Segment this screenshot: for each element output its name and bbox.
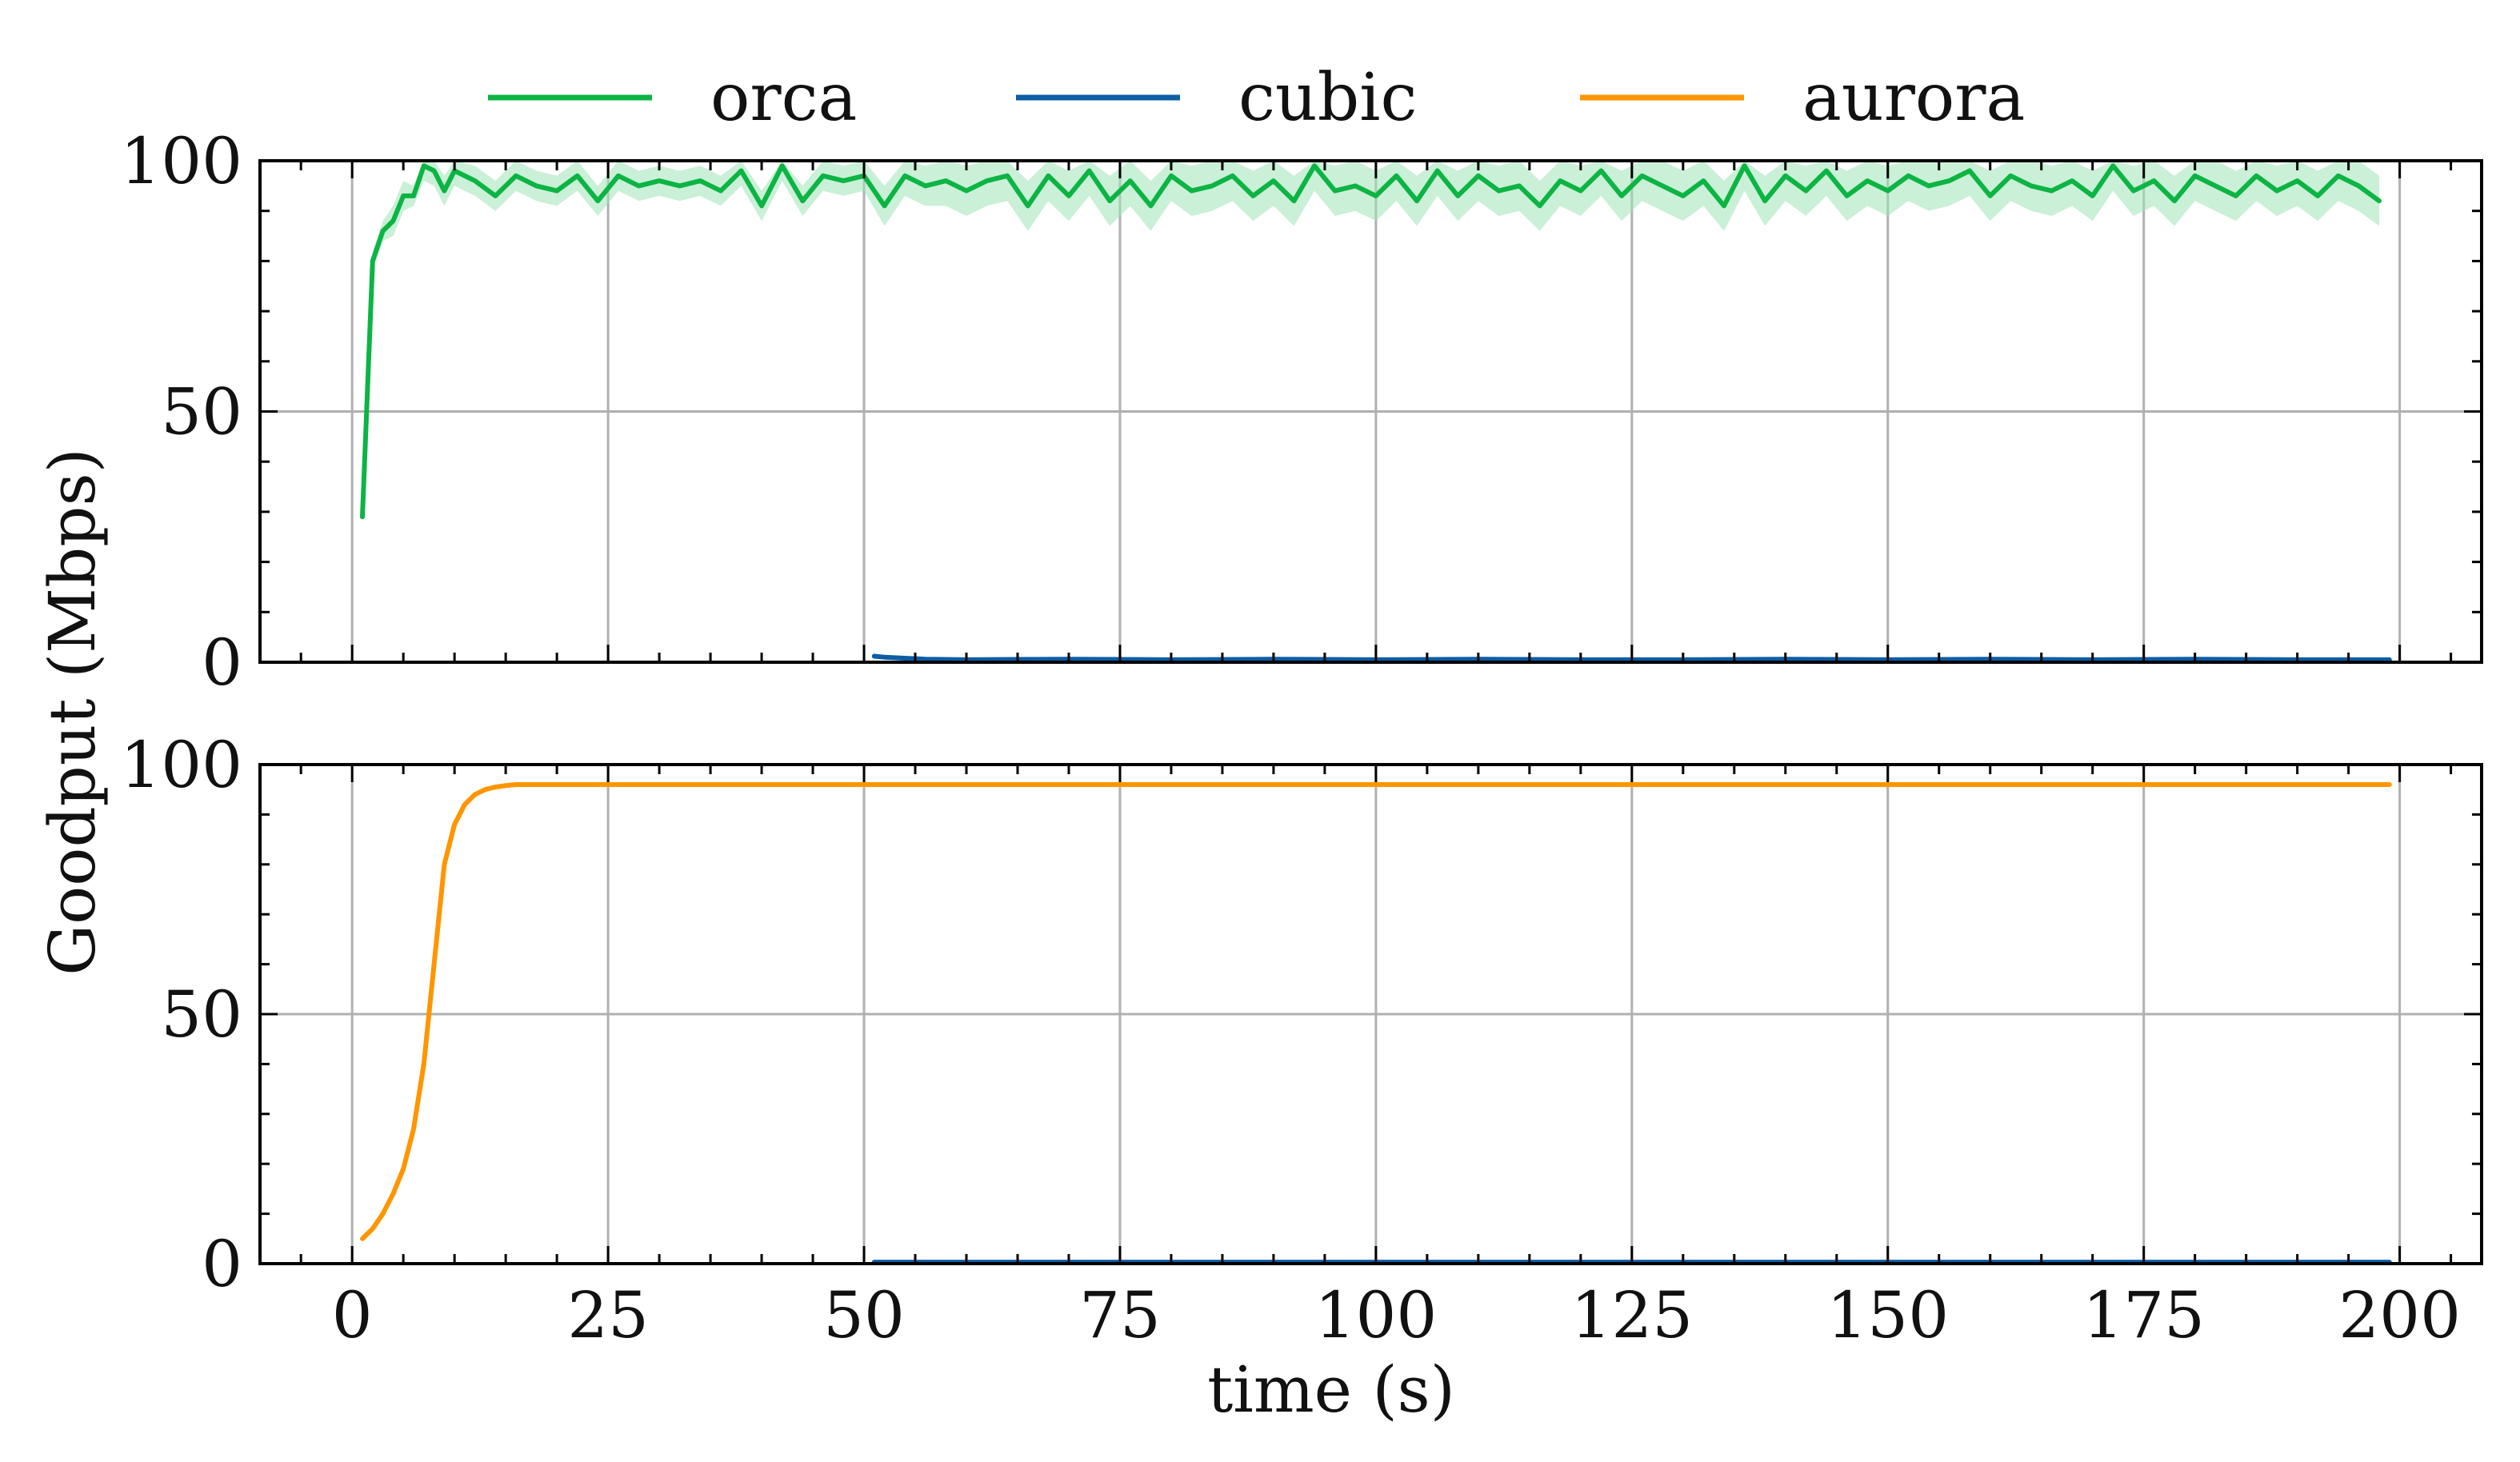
x-tick-label: 75 xyxy=(1079,1278,1161,1352)
x-tick-label: 25 xyxy=(567,1278,649,1352)
y-axis-title: Goodput (Mbps) xyxy=(35,448,110,976)
x-tick-label: 200 xyxy=(2338,1278,2461,1352)
panel-bottom: 0 50 100 0 25 50 75 100 125 150 175 200 xyxy=(120,728,2483,1352)
legend-label-aurora: aurora xyxy=(1802,60,2025,136)
panel-top: 0 50 100 xyxy=(120,124,2483,700)
x-tick-label: 150 xyxy=(1826,1278,1949,1352)
legend-label-cubic: cubic xyxy=(1238,60,1417,136)
y-tick-label: 100 xyxy=(120,124,242,198)
y-tick-label: 50 xyxy=(161,977,242,1052)
x-axis-title: time (s) xyxy=(1207,1352,1455,1427)
y-tick-label: 50 xyxy=(161,375,242,449)
y-tick-label: 0 xyxy=(202,625,242,700)
series-line-orca xyxy=(360,163,2382,520)
series-band-orca xyxy=(362,161,2379,517)
y-tick-label: 0 xyxy=(202,1227,242,1301)
x-tick-label: 125 xyxy=(1570,1278,1693,1352)
x-tick-label: 100 xyxy=(1315,1278,1438,1352)
legend: orca cubic aurora xyxy=(488,60,2025,136)
series-line-aurora xyxy=(360,782,2392,1241)
y-tick-label: 100 xyxy=(120,728,242,802)
x-tick-label: 50 xyxy=(823,1278,905,1352)
x-tick-label: 0 xyxy=(332,1278,373,1352)
x-tick-label: 175 xyxy=(2082,1278,2205,1352)
legend-label-orca: orca xyxy=(710,60,857,136)
